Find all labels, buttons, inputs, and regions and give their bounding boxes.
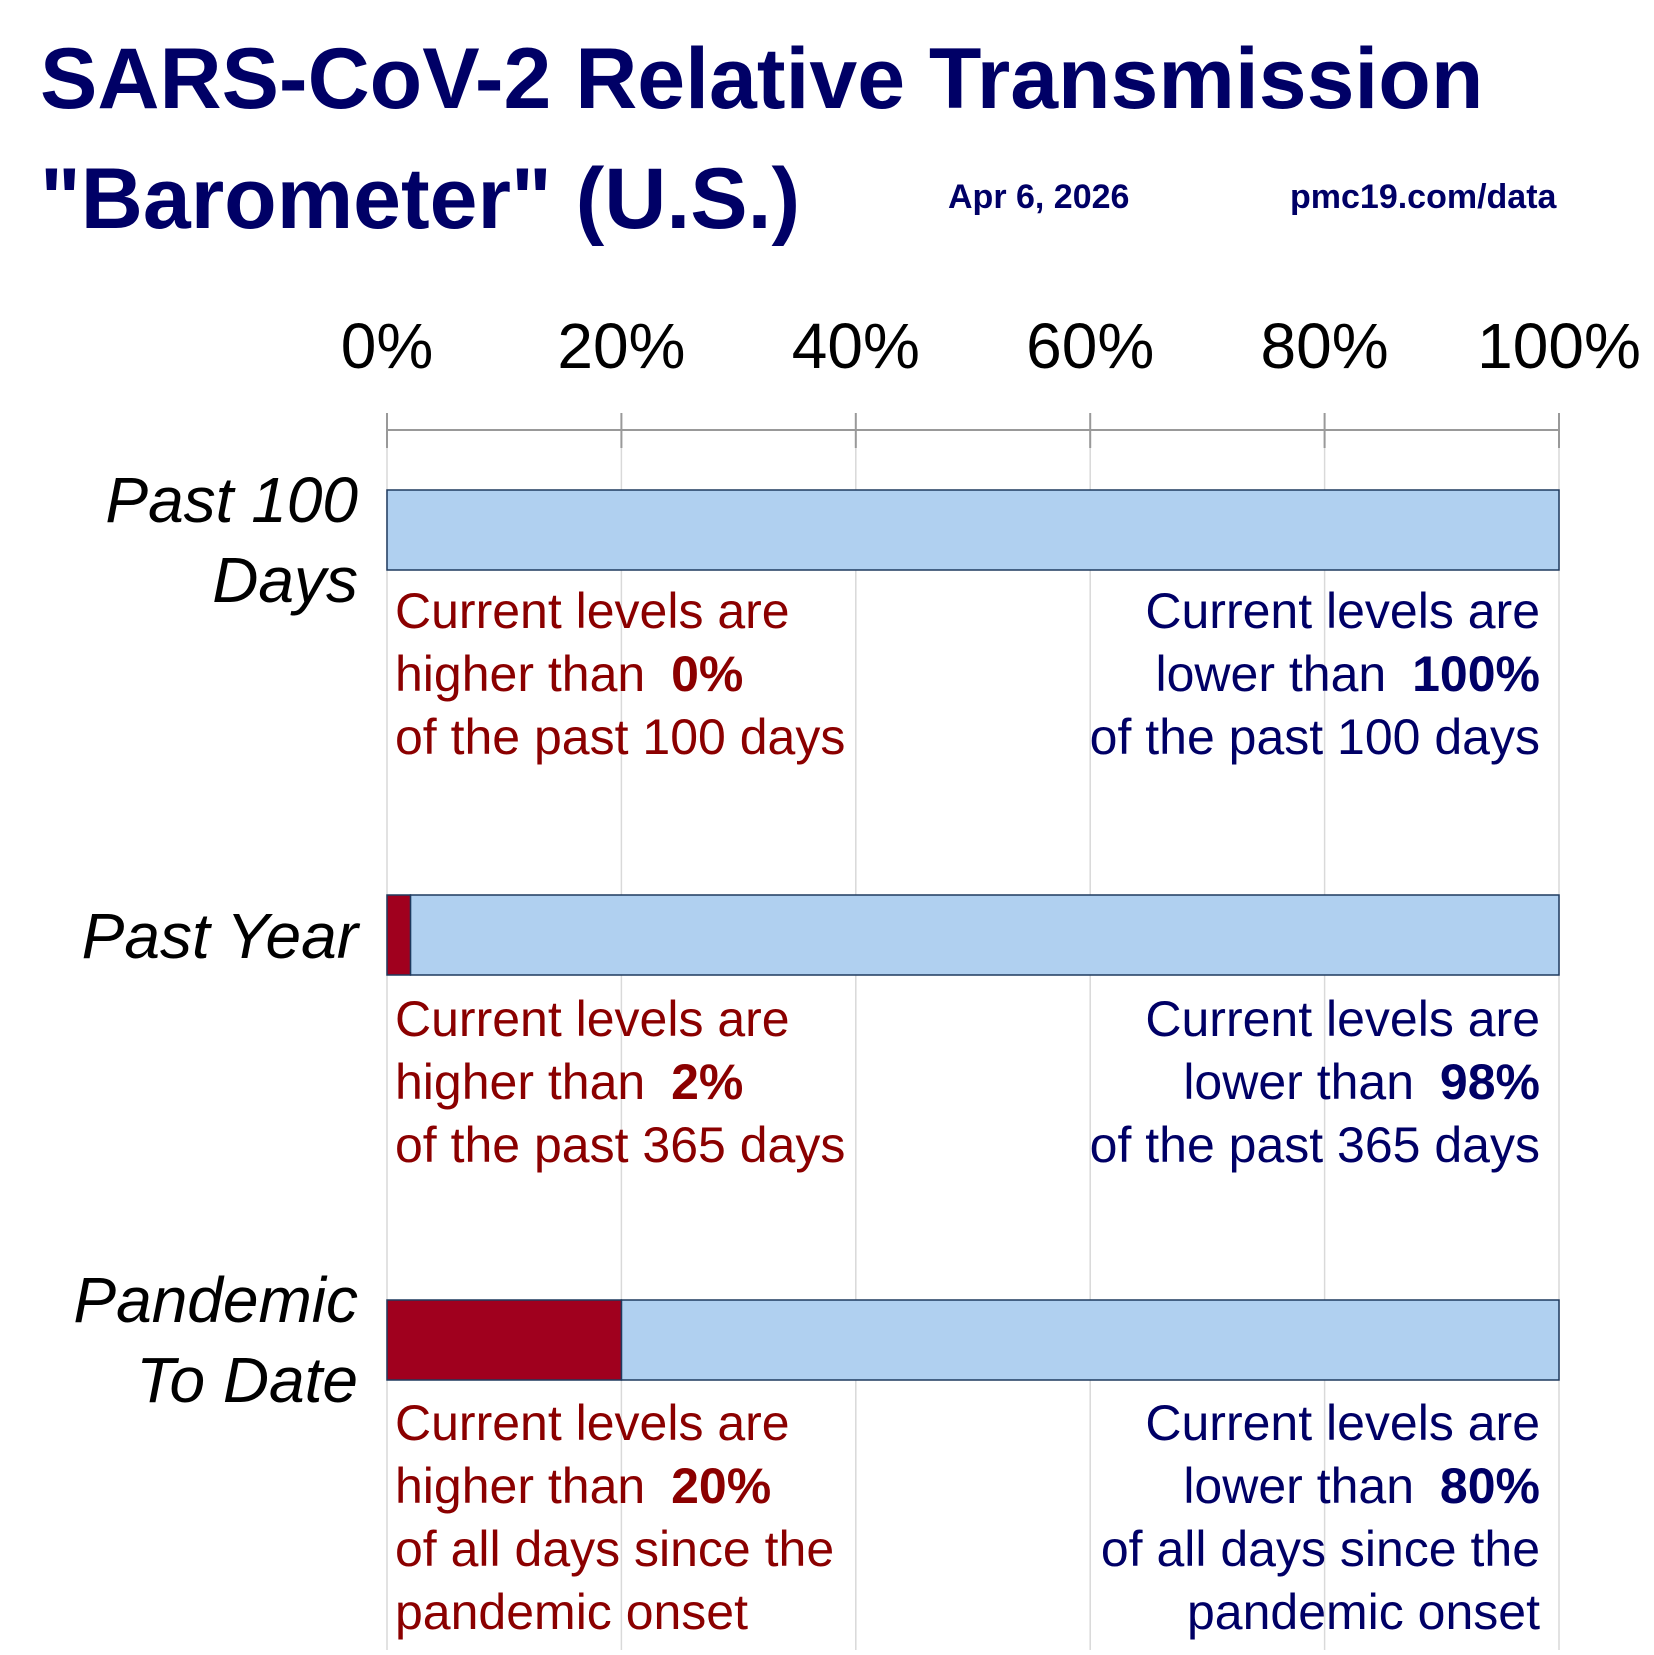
higher-text-1-0: Current levels are bbox=[395, 991, 790, 1047]
lower-text-2-3: pandemic onset bbox=[1187, 1584, 1540, 1640]
x-tick-label-5: 100% bbox=[1477, 310, 1641, 382]
chart-title-line1: SARS-CoV-2 Relative Transmission bbox=[40, 31, 1483, 127]
higher-line-2-3: pandemic onset bbox=[395, 1584, 748, 1640]
lower-text-0-0: Current levels are bbox=[1145, 583, 1540, 639]
annotations: Current levels are higher than 0% of the p… bbox=[395, 583, 1540, 1640]
lower-text-2-1: lower than 80% bbox=[1183, 1458, 1540, 1514]
higher-text-2-0: Current levels are bbox=[395, 1395, 790, 1451]
row-label-0-1: Days bbox=[212, 544, 358, 616]
row-label-2-0: Pandemic bbox=[73, 1264, 358, 1336]
lower-line-2-0: Current levels are bbox=[1145, 1395, 1540, 1451]
lower-text-0-2: of the past 100 days bbox=[1090, 709, 1540, 765]
lower-line-0-2: of the past 100 days bbox=[1090, 709, 1540, 765]
x-tick-label-4: 80% bbox=[1261, 310, 1389, 382]
bar-lower-2 bbox=[620, 1299, 1560, 1381]
higher-text-1-1: higher than 2% bbox=[395, 1054, 743, 1110]
date-label: Apr 6, 2026 bbox=[948, 178, 1129, 216]
lower-line-2-2: of all days since the bbox=[1101, 1521, 1540, 1577]
lower-line-2-1: lower than bbox=[1183, 1458, 1428, 1514]
higher-line-0-0: Current levels are bbox=[395, 583, 790, 639]
lower-text-1-2: of the past 365 days bbox=[1090, 1117, 1540, 1173]
lower-line-2-3: pandemic onset bbox=[1187, 1584, 1540, 1640]
x-axis: 0% 20% 40% 60% 80% 100% bbox=[341, 310, 1641, 448]
row-label-2-1: To Date bbox=[136, 1344, 358, 1416]
lower-line-0-0: Current levels are bbox=[1145, 583, 1540, 639]
lower-pct-1: 98% bbox=[1440, 1054, 1540, 1110]
x-tick-label-3: 60% bbox=[1026, 310, 1154, 382]
higher-line-1-1: higher than bbox=[395, 1054, 659, 1110]
lower-line-1-0: Current levels are bbox=[1145, 991, 1540, 1047]
higher-line-0-1: higher than bbox=[395, 646, 659, 702]
grid-lines bbox=[386, 430, 1560, 1650]
x-tick-label-1: 20% bbox=[557, 310, 685, 382]
higher-pct-0: 0% bbox=[671, 646, 743, 702]
lower-text-0-1: lower than 100% bbox=[1156, 646, 1540, 702]
x-tick-label-0: 0% bbox=[341, 310, 434, 382]
bar-higher-2 bbox=[386, 1299, 623, 1381]
lower-text-1-0: Current levels are bbox=[1145, 991, 1540, 1047]
higher-line-0-2: of the past 100 days bbox=[395, 709, 845, 765]
higher-text-0-0: Current levels are bbox=[395, 583, 790, 639]
higher-line-2-2: of all days since the bbox=[395, 1521, 834, 1577]
lower-pct-0: 100% bbox=[1412, 646, 1540, 702]
lower-line-1-1: lower than bbox=[1183, 1054, 1428, 1110]
row-labels: Past 100 Days Past Year Pandemic To Date bbox=[73, 464, 360, 1416]
lower-line-0-1: lower than bbox=[1156, 646, 1401, 702]
higher-line-2-1: higher than bbox=[395, 1458, 659, 1514]
lower-text-1-1: lower than 98% bbox=[1183, 1054, 1540, 1110]
chart-title-line2: "Barometer" (U.S.) bbox=[40, 151, 800, 247]
higher-pct-1: 2% bbox=[671, 1054, 743, 1110]
higher-text-0-2: of the past 100 days bbox=[395, 709, 845, 765]
lower-line-1-2: of the past 365 days bbox=[1090, 1117, 1540, 1173]
higher-line-1-2: of the past 365 days bbox=[395, 1117, 845, 1173]
bar-lower-1 bbox=[409, 894, 1560, 976]
higher-text-0-1: higher than 0% bbox=[395, 646, 743, 702]
higher-line-2-0: Current levels are bbox=[395, 1395, 790, 1451]
lower-text-2-2: of all days since the bbox=[1101, 1521, 1540, 1577]
higher-text-2-2: of all days since the bbox=[395, 1521, 834, 1577]
higher-pct-2: 20% bbox=[671, 1458, 771, 1514]
bar-lower-0 bbox=[386, 489, 1560, 571]
higher-text-2-1: higher than 20% bbox=[395, 1458, 771, 1514]
bar-higher-1 bbox=[386, 894, 412, 976]
x-tick-label-2: 40% bbox=[792, 310, 920, 382]
lower-pct-2: 80% bbox=[1440, 1458, 1540, 1514]
row-label-0-0: Past 100 bbox=[105, 464, 358, 536]
row-label-1-0: Past Year bbox=[82, 900, 361, 972]
higher-text-2-3: pandemic onset bbox=[395, 1584, 748, 1640]
bars bbox=[386, 489, 1560, 1381]
lower-text-2-0: Current levels are bbox=[1145, 1395, 1540, 1451]
source-label: pmc19.com/data bbox=[1290, 178, 1558, 216]
higher-line-1-0: Current levels are bbox=[395, 991, 790, 1047]
higher-text-1-2: of the past 365 days bbox=[395, 1117, 845, 1173]
